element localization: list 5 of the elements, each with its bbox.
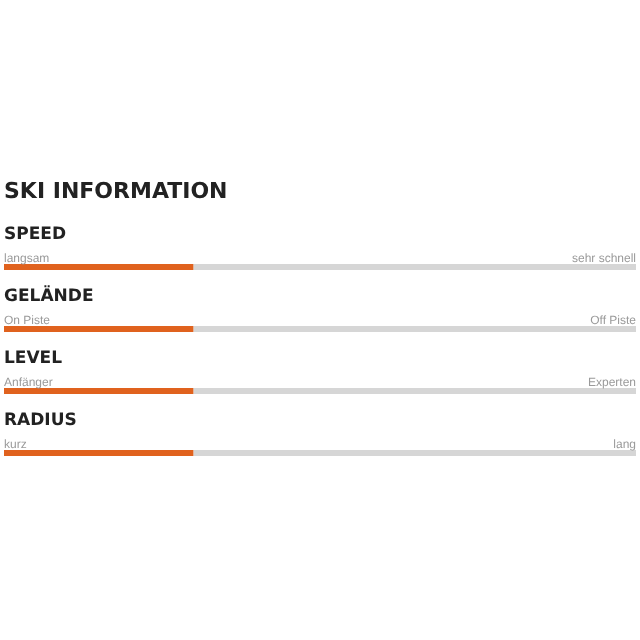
y-tick-label: RADIUS — [4, 411, 77, 431]
y-tick-label: SPEED — [4, 225, 67, 245]
y-tick-label: LEVEL — [4, 349, 64, 369]
chart-title: SKI INFORMATION — [4, 178, 228, 204]
y-tick-label: GELÄNDE — [4, 285, 94, 307]
